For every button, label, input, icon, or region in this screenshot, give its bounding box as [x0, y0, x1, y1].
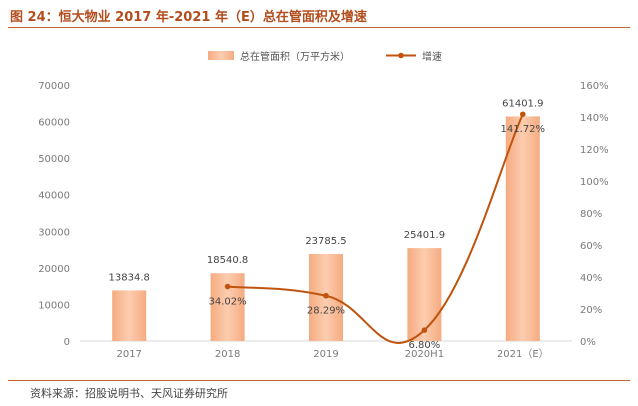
y-left-axis: 0 10000 20000 30000 40000 50000 60000 70000 [38, 81, 70, 348]
bar [407, 248, 442, 341]
y-left-tick-label: 10000 [38, 300, 70, 311]
y-right-tick-label: 20% [580, 305, 602, 316]
bar-value-label: 18540.8 [207, 255, 248, 266]
x-tick-label: 2021（E） [497, 348, 549, 360]
chart-canvas: 总在管面积（万平方米） 增速 0 10000 20000 30000 40000 5000… [38, 50, 609, 360]
y-right-tick-label: 100% [580, 177, 609, 188]
bar [505, 116, 540, 341]
growth-value-labels: 34.02% 28.29% 6.80% 141.72% [209, 124, 546, 351]
y-right-tick-label: 160% [580, 81, 609, 92]
y-right-tick-label: 120% [580, 145, 609, 156]
x-tick-label: 2020H1 [405, 349, 444, 360]
growth-point [224, 283, 231, 290]
growth-value-label: 6.80% [409, 340, 441, 351]
growth-value-label: 28.29% [307, 306, 345, 317]
growth-point [520, 111, 526, 118]
growth-line-series [224, 111, 526, 344]
source-divider [8, 380, 630, 381]
y-right-tick-label: 40% [580, 273, 602, 284]
source-note: 资料来源：招股说明书、天风证券研究所 [30, 387, 228, 400]
legend-line-marker [398, 52, 404, 59]
bar-value-label: 13834.8 [109, 272, 150, 283]
x-tick-label: 2018 [215, 349, 240, 360]
y-left-tick-label: 0 [64, 337, 70, 348]
y-left-tick-label: 20000 [38, 264, 70, 275]
legend: 总在管面积（万平方米） 增速 [208, 50, 442, 63]
bar-series [112, 116, 540, 341]
y-left-tick-label: 50000 [38, 154, 70, 165]
x-axis: 2017 2018 2019 2020H1 2021（E） [116, 348, 548, 360]
growth-value-label: 34.02% [209, 297, 247, 308]
y-left-tick-label: 70000 [38, 81, 70, 92]
bar-value-label: 61401.9 [502, 98, 543, 109]
y-left-tick-label: 60000 [38, 118, 70, 129]
y-right-axis: 0% 20% 40% 60% 80% 100% 120% 140% 160% [580, 81, 609, 348]
bar [112, 290, 147, 341]
growth-line [227, 113, 524, 344]
y-left-tick-label: 30000 [38, 227, 70, 238]
growth-point [421, 327, 428, 333]
bar-value-labels: 13834.8 18540.8 23785.5 25401.9 61401.9 [109, 98, 544, 283]
y-left-tick-label: 40000 [38, 191, 70, 202]
x-tick-label: 2019 [313, 349, 338, 360]
bar-value-label: 23785.5 [305, 236, 346, 247]
growth-value-label: 141.72% [501, 124, 546, 135]
legend-bar-swatch [208, 51, 234, 60]
chart-title: 图 24：恒大物业 2017 年-2021 年（E）总在管面积及增速 [10, 10, 367, 25]
y-right-tick-label: 140% [580, 113, 609, 124]
legend-line-label: 增速 [422, 50, 442, 63]
x-tick-label: 2017 [116, 349, 141, 360]
growth-point [323, 292, 329, 299]
legend-bar-label: 总在管面积（万平方米） [240, 50, 350, 63]
y-right-tick-label: 80% [580, 209, 602, 220]
title-divider [8, 27, 630, 28]
bar-value-label: 25401.9 [404, 230, 445, 241]
y-right-tick-label: 0% [580, 337, 596, 348]
y-right-tick-label: 60% [580, 241, 602, 252]
